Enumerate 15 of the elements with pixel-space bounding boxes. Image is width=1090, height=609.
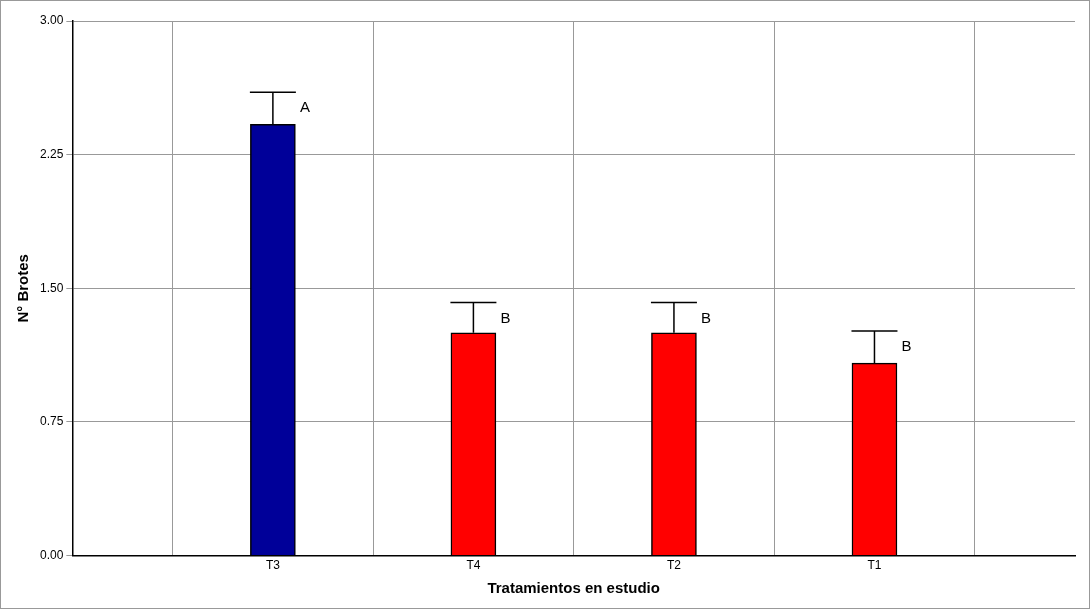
x-tick-label: T1 (867, 558, 882, 573)
x-tick-label: T4 (466, 558, 481, 573)
annotation: B (901, 337, 912, 355)
y-tick-label: 0.75 (40, 414, 64, 429)
y-axis-title: N° Brotes (14, 254, 32, 323)
annotation: B (500, 308, 511, 326)
annotation: B (700, 308, 711, 326)
annotation: A (299, 98, 310, 116)
x-axis-title: Tratamientos en estudio (487, 579, 660, 597)
y-tick-label: 2.25 (40, 146, 64, 161)
y-tick-label: 3.00 (40, 13, 64, 28)
y-tick-label: 1.50 (40, 280, 64, 295)
y-tick-label: 0.00 (40, 547, 64, 562)
x-tick-label: T2 (666, 558, 682, 573)
x-tick-label: T3 (265, 558, 281, 573)
